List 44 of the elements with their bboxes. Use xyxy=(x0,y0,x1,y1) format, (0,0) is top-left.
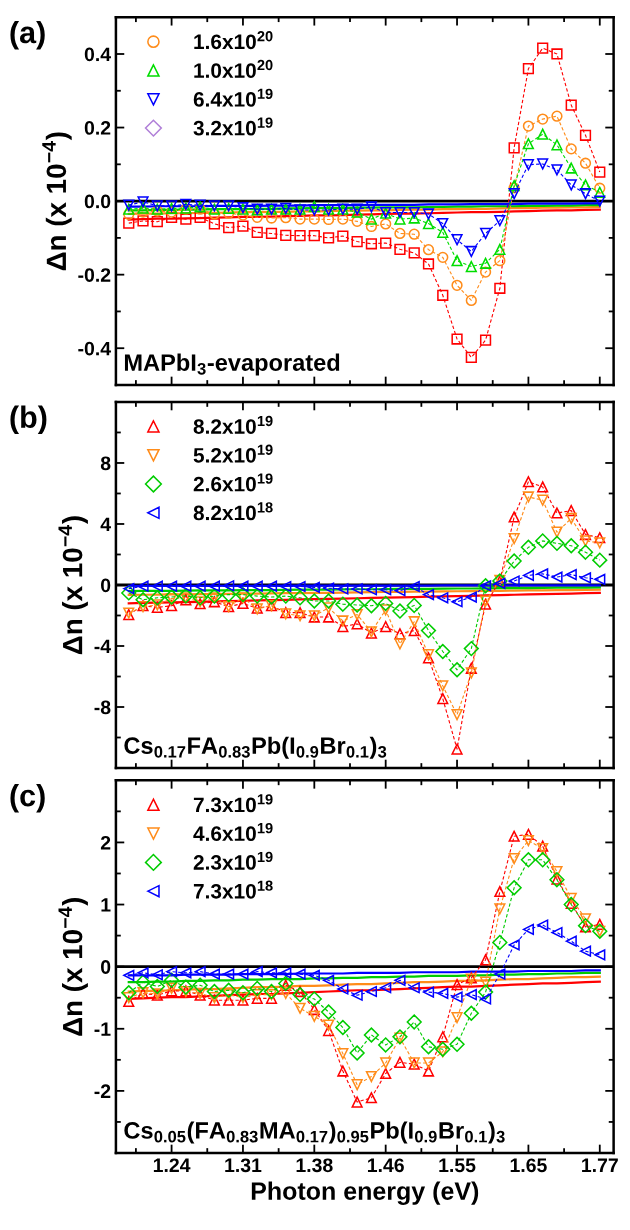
y-tick-label: 0 xyxy=(101,960,111,974)
y-tick-label: -2 xyxy=(94,1084,111,1098)
legend-label: 3.2x10$^{19}$ xyxy=(193,117,273,136)
chart-title: (c) xyxy=(10,784,45,813)
x-axis-title: Photon energy (eV) xyxy=(251,1181,479,1205)
legend-label: 5.2x10$^{19}$ xyxy=(193,444,273,463)
y-tick-label: 0.4 xyxy=(84,47,111,62)
y-tick-label: 8 xyxy=(100,456,111,471)
legend-label: 2.6x10$^{19}$ xyxy=(193,473,273,492)
y-tick-label: 2 xyxy=(100,835,111,850)
legend-label: 2.3x10$^{19}$ xyxy=(193,851,273,870)
chart-title: (a) xyxy=(10,20,45,50)
y-tick-label: 0.2 xyxy=(84,121,111,135)
y-tick-label: 4 xyxy=(100,517,111,532)
x-tick-label: 1.65 xyxy=(510,1158,547,1173)
text: Cs$_{0.17}$FA$_{0.83}$Pb(I$_{0.9}$Br$_{0.1}$)$_{3}$ xyxy=(124,736,387,759)
x-tick-label: 1.46 xyxy=(367,1158,404,1173)
y-axis-title: Δn (x 10$^{−4}$) xyxy=(42,132,72,271)
y-tick-label: 1 xyxy=(101,898,111,912)
y-tick-label: -1 xyxy=(94,1022,111,1036)
legend-label: 7.3x10$^{19}$ xyxy=(193,794,273,813)
legend-label: 8.2x10$^{19}$ xyxy=(193,415,273,434)
chart-title: (b) xyxy=(10,405,47,435)
y-tick-label: -0.2 xyxy=(78,268,111,282)
y-tick-label: -0.4 xyxy=(78,341,111,356)
legend-label: 7.3x10$^{18}$ xyxy=(193,880,273,899)
y-axis-title: Δn (x 10$^{−4}$) xyxy=(58,897,88,1036)
legend-label: 4.6x10$^{19}$ xyxy=(193,822,273,842)
x-tick-label: 1.38 xyxy=(296,1158,333,1173)
legend-label: 8.2x10$^{18}$ xyxy=(193,502,273,521)
y-tick-label: -4 xyxy=(94,639,111,654)
legend-label: 1.6x10$^{20}$ xyxy=(194,31,273,50)
annotation: MAPbI$_{3}$-evaporated xyxy=(124,353,340,376)
legend-label: 6.4x10$^{19}$ xyxy=(193,88,273,107)
x-tick-label: 1.31 xyxy=(225,1158,262,1173)
y-tick-label: 0 xyxy=(101,578,111,593)
text: Cs$_{0.05}$(FA$_{0.83}$MA$_{0.17}$)$_{0.95}$Pb(I$_{0.9}$Br$_{0.1}$)$_{3}$ xyxy=(124,1121,505,1144)
x-tick-label: 1.77 xyxy=(582,1158,618,1172)
x-tick-label: 1.24 xyxy=(153,1158,191,1172)
y-axis-title: Δn (x 10$^{−4}$) xyxy=(58,516,88,655)
y-tick-label: -8 xyxy=(94,700,111,715)
legend-label: 1.0x10$^{20}$ xyxy=(194,59,273,78)
y-tick-label: 0.0 xyxy=(84,194,111,209)
x-tick-label: 1.55 xyxy=(439,1158,476,1173)
